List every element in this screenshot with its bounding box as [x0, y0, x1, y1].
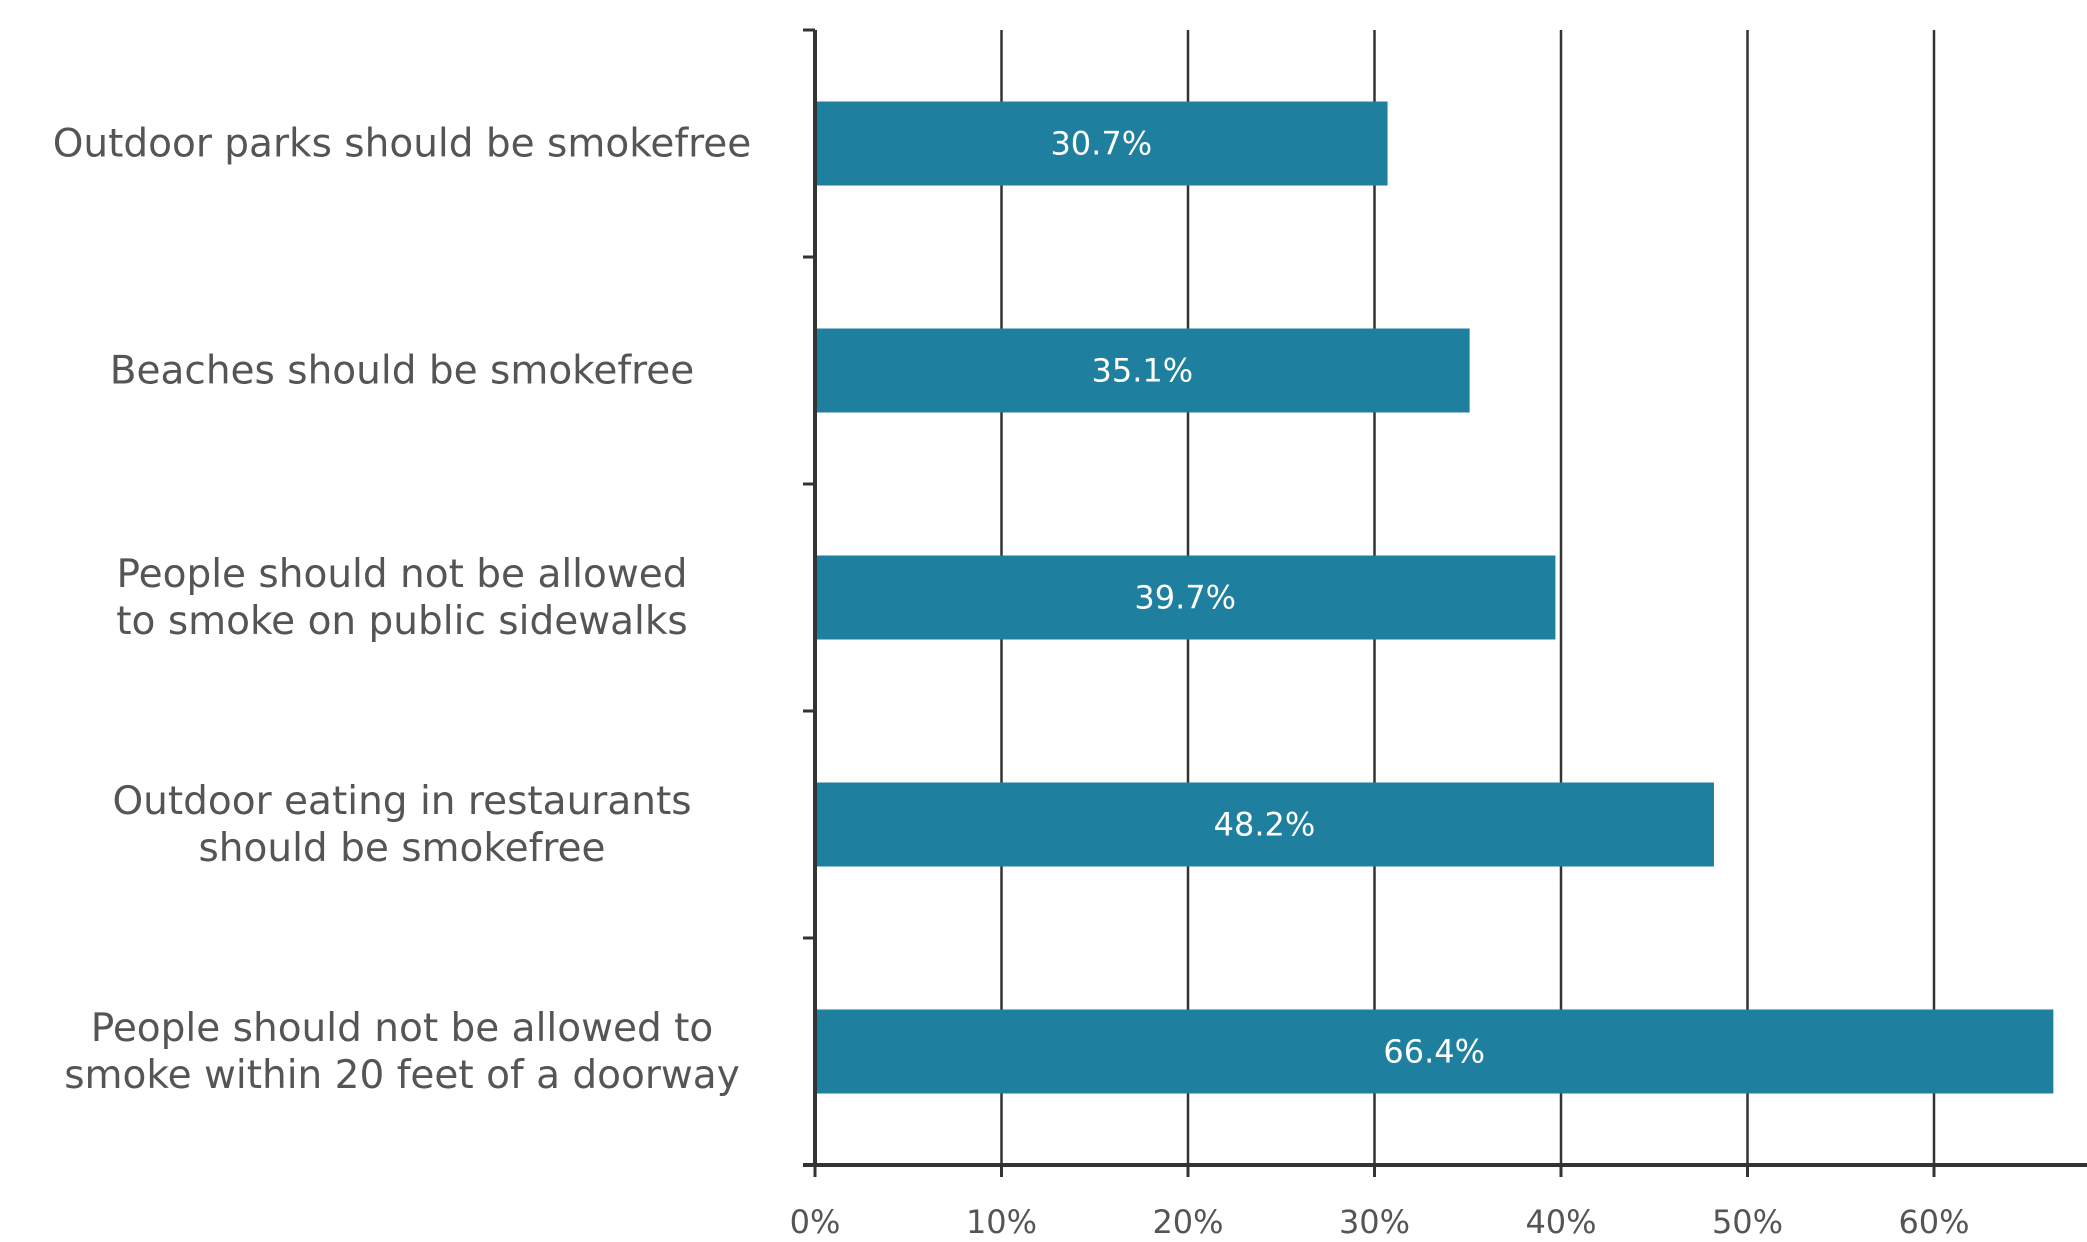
x-tick-label-10-pct: 10% — [966, 1203, 1037, 1241]
category-label-2: Beaches should be smokefree — [110, 349, 695, 394]
axes — [803, 28, 2087, 1177]
bar-value-label-5: 66.4% — [1383, 1033, 1485, 1071]
bar-4 — [815, 782, 1714, 867]
category-label-4-line-2: should be smokefree — [198, 826, 605, 871]
bar-value-label-1: 30.7% — [1050, 125, 1152, 163]
bar-1 — [815, 101, 1388, 186]
category-label-3-line-1: People should not be allowed — [116, 552, 687, 597]
bar-value-label-4: 48.2% — [1214, 806, 1316, 844]
bars — [815, 101, 2054, 1094]
x-tick-label-20-pct: 20% — [1152, 1203, 1223, 1241]
x-tick-label-50-pct: 50% — [1712, 1203, 1783, 1241]
bar-value-label-3: 39.7% — [1134, 579, 1236, 617]
category-label-5-line-2: smoke within 20 feet of a doorway — [64, 1053, 740, 1098]
bar-5 — [815, 1009, 2054, 1094]
category-label-4-line-1: Outdoor eating in restaurants — [112, 779, 691, 824]
category-label-5-line-1: People should not be allowed to — [91, 1006, 714, 1051]
x-tick-label-60-pct: 60% — [1898, 1203, 1969, 1241]
x-tick-label-0-pct: 0% — [790, 1203, 841, 1241]
labels: 30.7% 35.1% 39.7% 48.2% 66.4% 0% 10% 20% 30% 40% 5… — [53, 122, 1970, 1242]
bar-value-label-2: 35.1% — [1091, 352, 1193, 390]
category-label-1: Outdoor parks should be smokefree — [53, 122, 752, 167]
x-tick-label-40-pct: 40% — [1525, 1203, 1596, 1241]
bar-3 — [815, 555, 1556, 640]
bar-2 — [815, 328, 1470, 413]
x-tick-label-30-pct: 30% — [1339, 1203, 1410, 1241]
category-label-3-line-2: to smoke on public sidewalks — [116, 599, 687, 644]
